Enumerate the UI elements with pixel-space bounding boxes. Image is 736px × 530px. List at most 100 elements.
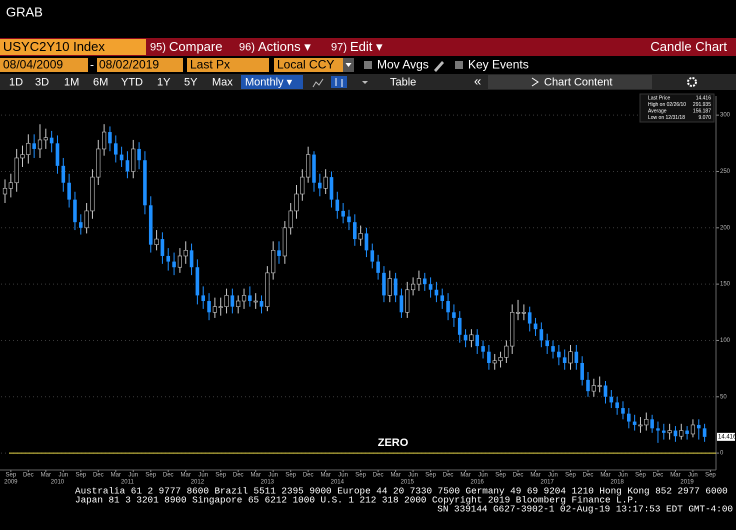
pencil-icon[interactable]	[434, 61, 444, 72]
range-button[interactable]: 1M	[64, 76, 79, 88]
x-tick-label: Jun	[268, 473, 278, 479]
dropdown-arrow[interactable]	[362, 81, 368, 84]
year-label: 2012	[191, 480, 205, 486]
menu-code[interactable]: 96)	[239, 41, 255, 53]
menu[interactable]: Compare	[169, 39, 222, 54]
x-tick-label: Dec	[303, 473, 314, 479]
candle-body	[405, 289, 410, 313]
x-tick-label: Jun	[128, 473, 138, 479]
candle-body	[475, 334, 480, 347]
range-button[interactable]: Max	[212, 76, 233, 88]
candle-body	[644, 419, 649, 426]
x-tick-label: Mar	[111, 473, 121, 479]
content-tab[interactable]	[488, 75, 652, 89]
candle-body	[8, 182, 13, 189]
periodicity-box[interactable]	[241, 75, 303, 89]
checkbox-label[interactable]: Mov Avgs	[377, 58, 429, 72]
menu-code[interactable]: 95)	[150, 41, 166, 53]
range-button[interactable]: YTD	[121, 76, 143, 88]
candle-body	[370, 250, 375, 262]
x-tick-label: Sep	[285, 473, 296, 479]
candle-body	[125, 160, 130, 172]
currency-box[interactable]	[274, 58, 354, 72]
range-button[interactable]: 5Y	[184, 76, 198, 88]
candle-icon-box[interactable]	[331, 76, 347, 88]
range-button[interactable]: 6M	[93, 76, 108, 88]
settings-icon[interactable]	[687, 77, 697, 87]
candle-body	[364, 233, 369, 251]
table-button[interactable]: Table	[390, 76, 416, 88]
x-tick-label: Dec	[233, 473, 244, 479]
end-date[interactable]: 08/02/2019	[99, 58, 159, 72]
candle-body	[498, 357, 503, 362]
candle-body	[661, 430, 666, 433]
last-price-tag	[717, 432, 735, 441]
year-label: 2010	[51, 480, 65, 486]
candle-body	[277, 250, 281, 256]
candle-body	[382, 272, 386, 296]
content-tab-label[interactable]: Chart Content	[544, 76, 612, 88]
checkbox[interactable]	[455, 61, 463, 69]
candle-body	[650, 419, 654, 429]
candle-body	[49, 137, 54, 144]
x-tick-label: Mar	[670, 473, 680, 479]
candle-body	[78, 222, 83, 228]
candle-body	[580, 362, 584, 380]
legend-label: Average	[648, 108, 667, 114]
candle-body	[241, 295, 247, 302]
candle-body	[487, 351, 491, 363]
periodicity[interactable]: Monthly ▾	[245, 76, 293, 88]
menu-code[interactable]: 97)	[331, 41, 347, 53]
candle-body	[148, 205, 153, 245]
x-tick-label: Mar	[390, 473, 400, 479]
range-button[interactable]: 1D	[9, 76, 23, 88]
menu[interactable]: Edit ▾	[350, 39, 383, 54]
candle-body	[376, 261, 380, 273]
y-tick-label: 300	[720, 113, 731, 119]
candle-body	[230, 295, 235, 307]
menu[interactable]: Actions ▾	[258, 39, 311, 54]
y-tick-label: 0	[720, 451, 724, 457]
candle-body	[154, 238, 159, 245]
candle-body	[253, 300, 258, 303]
x-tick-label: Sep	[565, 473, 576, 479]
candle-body	[300, 176, 305, 195]
candle-body	[510, 311, 515, 347]
candle-body	[627, 413, 631, 422]
date-box[interactable]	[0, 58, 88, 72]
date-box[interactable]	[97, 58, 183, 72]
candle-body	[492, 360, 497, 364]
candle-body	[119, 154, 124, 161]
candle-body	[224, 295, 229, 307]
candle-body	[690, 424, 696, 435]
candle-body	[527, 312, 532, 324]
range-button[interactable]: 3D	[35, 76, 49, 88]
year-label: 2013	[261, 480, 275, 486]
line-icon[interactable]	[312, 78, 324, 88]
candle-body	[568, 351, 573, 364]
currency[interactable]: Local CCY	[277, 58, 334, 72]
candle-body	[545, 340, 549, 347]
footer-line: Australia 61 2 9777 8600 Brazil 5511 239…	[75, 485, 728, 496]
x-tick-label: Jun	[688, 473, 698, 479]
security-box[interactable]	[0, 39, 146, 55]
candle-body	[422, 278, 427, 285]
candle-body	[557, 351, 561, 358]
x-tick-label: Mar	[460, 473, 470, 479]
candle-body	[306, 154, 311, 178]
field-box[interactable]	[187, 58, 269, 72]
candle-body	[43, 137, 48, 141]
year-label: 2016	[471, 480, 485, 486]
collapse-button[interactable]: «	[474, 73, 481, 88]
x-tick-label: Dec	[93, 473, 104, 479]
field[interactable]: Last Px	[190, 58, 230, 72]
checkbox-label[interactable]: Key Events	[468, 58, 529, 72]
security[interactable]: USYC2Y10 Index	[3, 39, 105, 54]
candle-body	[603, 385, 608, 397]
checkbox[interactable]	[364, 61, 372, 69]
range-button[interactable]: 1Y	[157, 76, 171, 88]
x-tick-label: Sep	[215, 473, 226, 479]
start-date[interactable]: 08/04/2009	[3, 58, 63, 72]
candle-body	[183, 250, 188, 257]
y-tick-label: 150	[720, 282, 731, 288]
